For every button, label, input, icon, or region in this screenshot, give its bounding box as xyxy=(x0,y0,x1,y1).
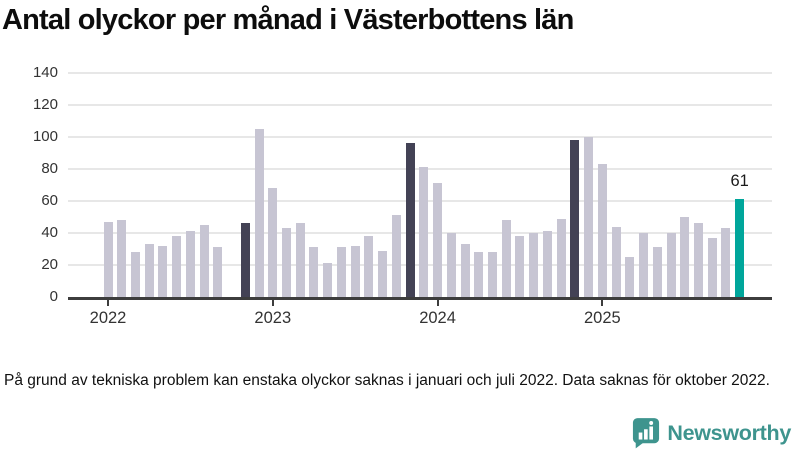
bar-2022-09 xyxy=(213,247,223,297)
bar-2025-06 xyxy=(666,233,676,297)
y-axis-tick-label: 20 xyxy=(41,256,58,273)
bar-2025-02 xyxy=(611,226,621,297)
bar-2024-05 xyxy=(487,252,497,297)
y-axis-tick-label: 100 xyxy=(32,128,58,145)
bar-2023-07 xyxy=(350,245,360,297)
bar-2025-10 xyxy=(721,228,731,297)
y-axis-tick-label: 80 xyxy=(41,160,58,177)
bar-2023-09 xyxy=(378,250,388,297)
bar-2023-04 xyxy=(309,247,319,297)
bar-2024-09 xyxy=(542,231,552,297)
bar-2025-11 xyxy=(735,199,745,297)
bar-2022-12 xyxy=(254,129,264,297)
chart-title: Antal olyckor per månad i Västerbottens … xyxy=(2,4,574,36)
bar-2023-10 xyxy=(391,215,401,297)
x-axis-year-label: 2024 xyxy=(419,309,456,327)
bar-2022-03 xyxy=(130,252,140,297)
bar-2022-07 xyxy=(185,231,195,297)
bar-2024-04 xyxy=(474,252,484,297)
y-axis-tick-label: 120 xyxy=(32,96,58,113)
bar-2025-03 xyxy=(625,257,635,297)
bar-2022-08 xyxy=(199,225,209,297)
bar-2024-10 xyxy=(556,218,566,297)
bar-2025-01 xyxy=(597,164,607,297)
bar-2025-09 xyxy=(707,237,717,297)
bar-2022-06 xyxy=(172,236,182,297)
bar-2024-02 xyxy=(446,233,456,297)
x-axis-tick xyxy=(436,299,439,306)
bar-2025-04 xyxy=(639,233,649,297)
bar-2024-01 xyxy=(433,183,443,297)
bar-2022-05 xyxy=(158,245,168,297)
newsworthy-logo: Newsworthy xyxy=(632,417,791,449)
bar-2022-01 xyxy=(103,221,113,297)
y-axis-tick-label: 0 xyxy=(49,288,58,305)
bar-2023-01 xyxy=(268,188,278,297)
bar-2023-06 xyxy=(336,247,346,297)
newsworthy-wordmark: Newsworthy xyxy=(667,420,791,445)
gridline xyxy=(68,72,772,74)
bar-2024-06 xyxy=(501,220,511,297)
bar-2023-05 xyxy=(323,263,333,297)
bar-2023-03 xyxy=(295,223,305,297)
newsworthy-logo-icon xyxy=(633,418,660,449)
bar-2025-05 xyxy=(652,247,662,297)
bar-2022-04 xyxy=(144,244,154,297)
bar-2022-02 xyxy=(117,220,127,297)
gridline xyxy=(68,104,772,106)
x-axis-year-label: 2025 xyxy=(583,309,621,327)
x-axis-tick xyxy=(601,299,604,306)
bar-value-label: 61 xyxy=(730,172,749,191)
y-axis-tick-label: 60 xyxy=(41,192,58,209)
bar-2024-03 xyxy=(460,244,470,297)
bar-2023-02 xyxy=(282,228,292,297)
bar-2023-08 xyxy=(364,236,374,297)
x-axis-tick xyxy=(271,299,274,306)
bar-2024-11 xyxy=(570,140,580,297)
plot-area: 0 20 40 60 80 100 120 140 2022 2023 2024 2025 61 xyxy=(0,55,800,335)
bar-2024-12 xyxy=(584,137,594,297)
x-axis-line xyxy=(68,297,772,300)
gridline xyxy=(68,136,772,138)
bar-2025-07 xyxy=(680,217,690,297)
bar-2023-12 xyxy=(419,167,429,297)
x-axis-year-label: 2023 xyxy=(254,309,292,327)
bar-2025-08 xyxy=(693,223,703,297)
y-axis-tick-label: 40 xyxy=(41,224,58,241)
bar-2024-07 xyxy=(515,236,525,297)
bar-2022-11 xyxy=(240,223,250,297)
x-axis-year-label: 2022 xyxy=(89,309,127,327)
x-axis-tick xyxy=(107,299,109,306)
bar-2023-11 xyxy=(405,143,415,297)
y-axis-tick-label: 140 xyxy=(32,64,58,81)
bar-2024-08 xyxy=(529,233,539,297)
chart-footnote: På grund av tekniska problem kan enstaka… xyxy=(4,372,770,389)
